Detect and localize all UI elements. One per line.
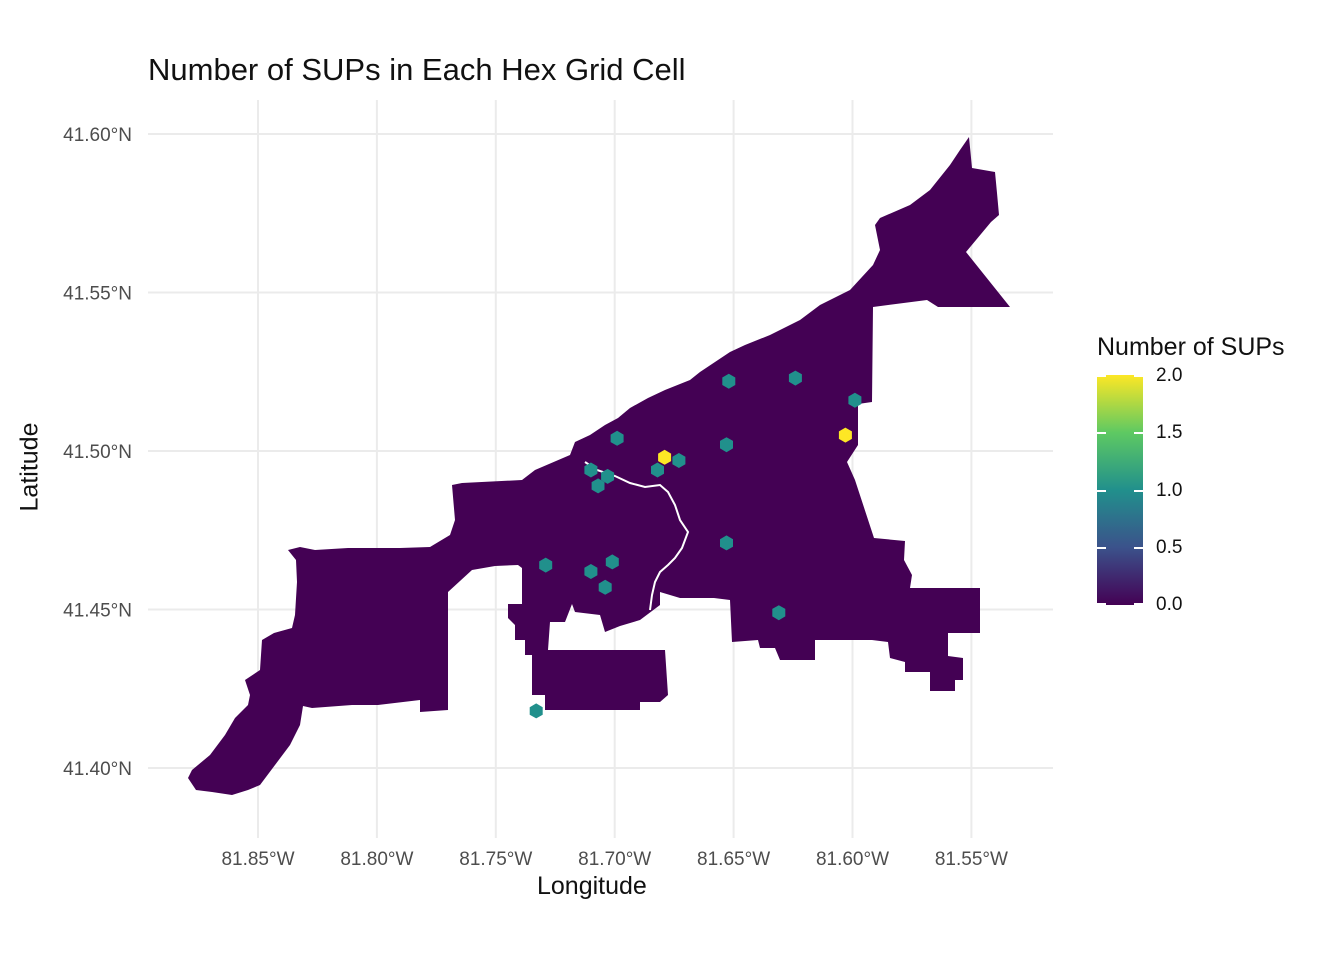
chart-title: Number of SUPs in Each Hex Grid Cell (148, 52, 686, 87)
x-tick-label: 81.65°W (697, 849, 770, 870)
colorbar-tick-mark (1134, 432, 1143, 434)
hex-cell (598, 579, 612, 595)
colorbar-tick-mark (1134, 603, 1143, 605)
x-tick-label: 81.60°W (816, 849, 889, 870)
hex-cell (672, 453, 686, 468)
y-tick-label: 41.55°N (63, 284, 132, 305)
hex-cells (529, 370, 862, 719)
colorbar-tick-mark (1097, 603, 1106, 605)
hex-cell (838, 427, 852, 443)
y-tick-label: 41.45°N (63, 601, 132, 622)
y-tick-label: 41.60°N (63, 125, 132, 146)
hex-cell (722, 373, 736, 389)
y-tick-label: 41.50°N (63, 442, 132, 463)
hex-cell (591, 478, 605, 494)
colorbar-tick-mark (1097, 547, 1106, 549)
colorbar-tick-mark (1134, 547, 1143, 549)
x-tick-label: 81.55°W (935, 849, 1008, 870)
y-tick-label: 41.40°N (63, 759, 132, 780)
colorbar-tick-mark (1097, 432, 1106, 434)
legend-tick-label: 0.0 (1156, 594, 1183, 615)
colorbar-tick-mark (1134, 490, 1143, 492)
hex-cell (605, 554, 619, 570)
hex-cell (651, 462, 664, 478)
y-tick-labels: 41.60°N 41.55°N 41.50°N 41.45°N 41.40°N (63, 125, 132, 780)
x-tick-label: 81.80°W (340, 849, 413, 870)
x-tick-label: 81.85°W (221, 849, 294, 870)
legend-tick-label: 1.5 (1156, 422, 1183, 443)
legend-tick-label: 2.0 (1156, 365, 1183, 386)
city-boundary-region (188, 137, 1010, 795)
hex-cell (720, 535, 733, 551)
x-axis-title: Longitude (537, 872, 647, 900)
hex-cell (658, 449, 672, 465)
hex-cell (529, 703, 543, 719)
river-line (584, 461, 690, 611)
hex-cell (610, 430, 624, 446)
legend-title: Number of SUPs (1097, 333, 1285, 361)
legend-colorbar (1097, 375, 1143, 605)
hex-cell (584, 564, 598, 579)
hex-cell (601, 468, 615, 484)
y-axis-title: Latitude (15, 422, 44, 512)
x-tick-labels: 81.85°W 81.80°W 81.75°W 81.70°W 81.65°W 81.60… (221, 849, 1008, 870)
x-tick-label: 81.70°W (578, 849, 651, 870)
colorbar-tick-mark (1097, 490, 1106, 492)
hex-cell (720, 437, 733, 453)
hex-cell (848, 392, 862, 408)
hex-cell (772, 605, 786, 621)
legend-tick-label: 1.0 (1156, 480, 1183, 501)
legend-tick-label: 0.5 (1156, 537, 1183, 558)
hex-cell (788, 370, 802, 386)
colorbar-tick-mark (1097, 375, 1106, 377)
colorbar-tick-mark (1134, 375, 1143, 377)
x-tick-label: 81.75°W (459, 849, 532, 870)
hex-cell (539, 557, 553, 573)
hex-cell (584, 462, 598, 478)
